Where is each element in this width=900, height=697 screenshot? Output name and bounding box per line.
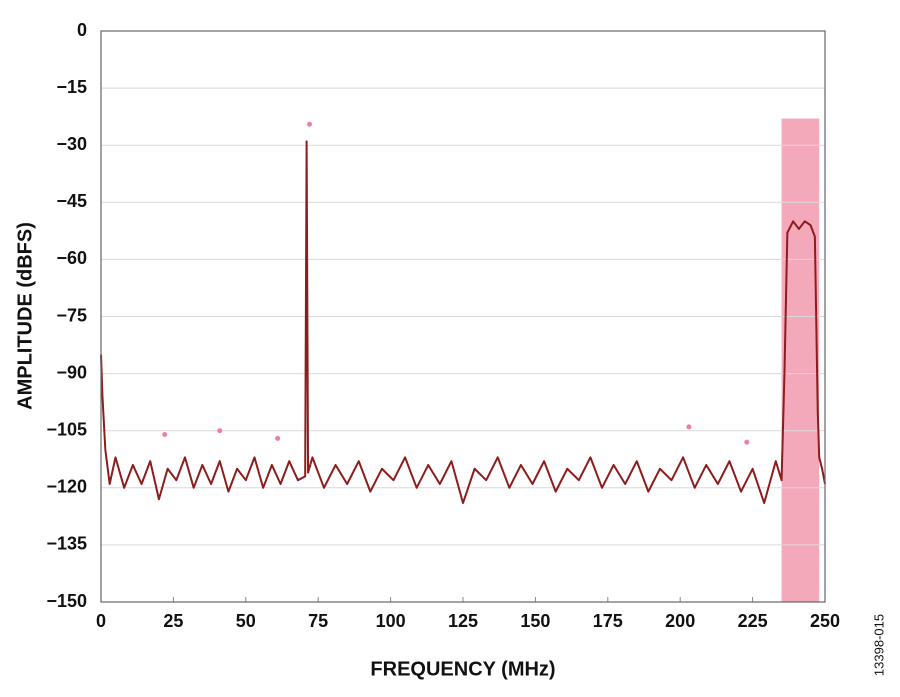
y-axis-label: AMPLITUDE (dBFS) xyxy=(14,222,36,410)
x-tick-label: 100 xyxy=(376,611,406,631)
harmonic-marker xyxy=(744,439,750,445)
y-tick-label: −60 xyxy=(56,248,87,268)
y-tick-label: 0 xyxy=(77,20,87,40)
x-tick-label: 150 xyxy=(520,611,550,631)
y-tick-label: −90 xyxy=(56,362,87,382)
plot-frame xyxy=(100,30,826,603)
x-axis-label: FREQUENCY (MHz) xyxy=(370,658,555,680)
harmonic-marker xyxy=(162,432,168,438)
y-tick-label: −30 xyxy=(56,134,87,154)
x-tick-label: 250 xyxy=(810,611,840,631)
highlight-region xyxy=(781,118,820,602)
y-tick-label: −15 xyxy=(56,77,87,97)
y-tick-label: −75 xyxy=(56,305,87,325)
x-tick-label: 125 xyxy=(448,611,478,631)
y-tick-label: −120 xyxy=(46,477,87,497)
spectrum-trace xyxy=(100,140,826,505)
harmonic-marker xyxy=(307,121,313,127)
harmonic-marker xyxy=(686,424,692,430)
x-tick-label: 225 xyxy=(738,611,768,631)
y-tick-label: −45 xyxy=(56,191,87,211)
x-tick-label: 50 xyxy=(236,611,256,631)
x-tick-label: 75 xyxy=(308,611,328,631)
y-tick-label: −135 xyxy=(46,534,87,554)
harmonic-marker xyxy=(275,435,281,441)
x-tick-label: 200 xyxy=(665,611,695,631)
x-tick-label: 25 xyxy=(163,611,183,631)
y-tick-label: −105 xyxy=(46,419,87,439)
x-tick-label: 0 xyxy=(96,611,106,631)
y-tick-label: −150 xyxy=(46,591,87,611)
figure-id: 13398-015 xyxy=(871,614,886,676)
harmonic-marker xyxy=(217,428,223,434)
x-tick-label: 175 xyxy=(593,611,623,631)
